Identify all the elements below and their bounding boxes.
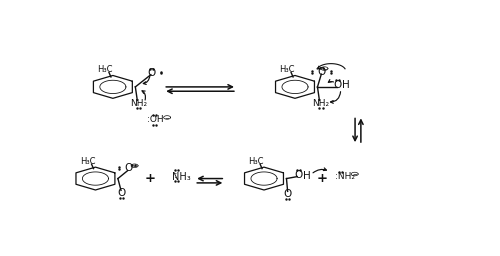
Text: +: + (144, 172, 155, 185)
Text: :NH₂: :NH₂ (334, 172, 354, 181)
Text: H: H (342, 80, 349, 90)
Text: −: − (352, 172, 357, 177)
Text: O: O (334, 80, 342, 90)
Text: :OH: :OH (147, 115, 164, 124)
Text: NH₂: NH₂ (312, 99, 330, 108)
Text: NH₂: NH₂ (130, 99, 148, 108)
Text: −: − (132, 163, 137, 168)
Text: H: H (303, 170, 311, 180)
Text: −: − (165, 115, 170, 120)
Text: O: O (284, 189, 292, 199)
Text: O: O (118, 188, 126, 198)
Text: NH₃: NH₃ (172, 172, 191, 182)
Text: −: − (322, 66, 327, 71)
Text: :: : (174, 170, 178, 180)
Text: O: O (294, 170, 302, 180)
Text: H₃C: H₃C (248, 157, 264, 166)
Text: O: O (317, 67, 326, 77)
Text: O: O (124, 163, 133, 173)
Text: O: O (148, 68, 156, 78)
Text: +: + (316, 172, 328, 185)
Text: H₃C: H₃C (280, 66, 295, 74)
Text: H₃C: H₃C (80, 157, 96, 166)
Text: H₃C: H₃C (98, 66, 113, 74)
